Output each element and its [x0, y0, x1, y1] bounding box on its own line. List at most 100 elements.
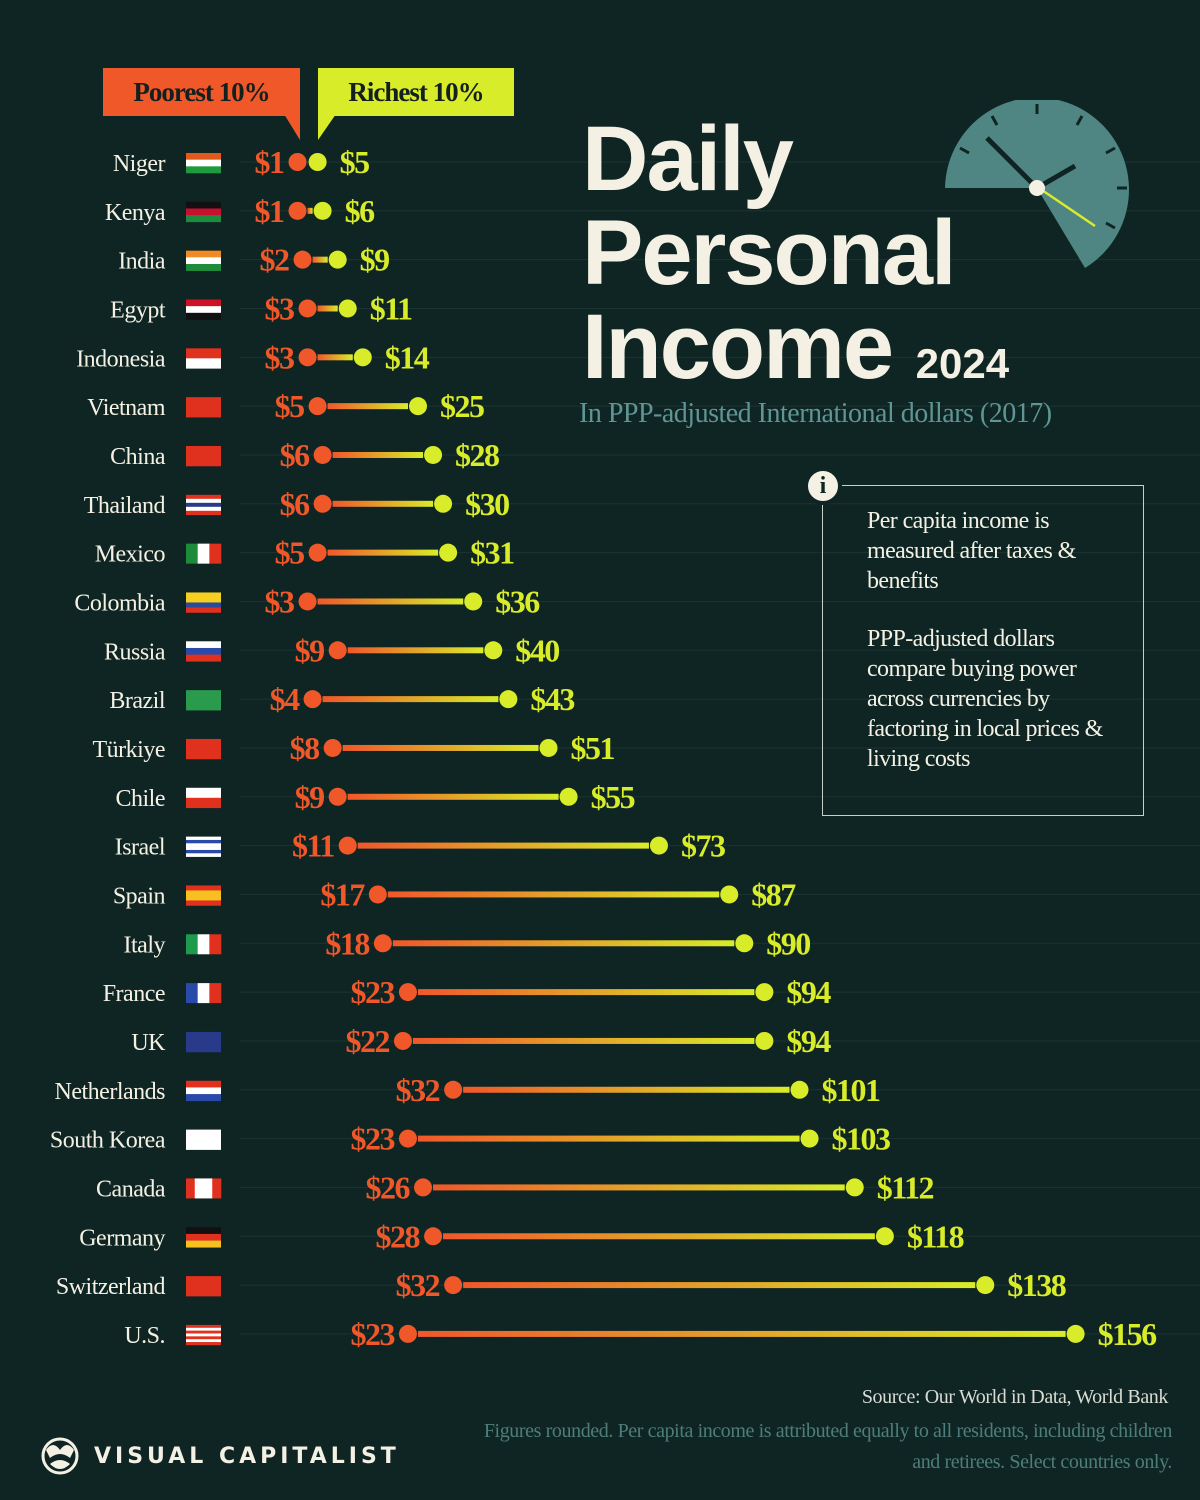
range-bar [317, 354, 353, 361]
chart-row-netherlands: Netherlands $32 $101 [55, 1072, 1200, 1108]
flag-stripe [186, 1327, 221, 1331]
flag-stripe [186, 1333, 221, 1337]
flag-icon [186, 445, 221, 467]
flag-stripe [186, 900, 221, 906]
chart-row-thailand: Thailand $6 $30 [84, 486, 1200, 522]
poorest-dot [398, 1129, 417, 1148]
country-label: Italy [124, 932, 166, 958]
subtitle: In PPP-adjusted International dollars (2… [579, 398, 1052, 429]
poorest-dot [393, 1031, 412, 1050]
range-bar [392, 940, 735, 947]
flag-stripe [186, 358, 221, 369]
richest-dot [409, 397, 427, 416]
poorest-value-label: $3 [265, 583, 295, 619]
flag-stripe [186, 506, 221, 512]
flag-icon [186, 494, 221, 516]
flag-icon [186, 690, 221, 711]
chart-row-u-s-: U.S. $23 $156 [124, 1316, 1200, 1352]
poorest-value-label: $23 [350, 974, 394, 1010]
poorest-value-label: $5 [275, 535, 305, 571]
visual-capitalist-logo: VISUAL CAPITALIST [40, 1436, 400, 1476]
country-label: Netherlands [55, 1079, 166, 1105]
chart-row-germany: Germany $28 $118 [79, 1218, 1200, 1254]
poorest-value-label: $6 [280, 486, 311, 522]
flag-stripe [197, 934, 210, 955]
title-line-2: Personal [582, 202, 957, 304]
chart-row-canada: Canada $26 $112 [96, 1169, 1200, 1205]
poorest-value-label: $3 [265, 339, 295, 375]
poorest-value-label: $1 [255, 144, 285, 180]
country-label: Chile [116, 786, 166, 812]
flag-stripe [186, 263, 221, 271]
richest-value-label: $156 [1098, 1316, 1158, 1352]
legend-richest: Richest 10% [318, 68, 514, 116]
richest-value-label: $90 [766, 925, 810, 961]
flag-stripe [212, 1178, 222, 1199]
richest-value-label: $5 [340, 144, 370, 180]
poorest-value-label: $5 [275, 388, 305, 424]
flag-icon [186, 201, 221, 223]
country-label: Kenya [105, 200, 166, 226]
flag-stripe [186, 592, 221, 598]
flag-icon [186, 885, 221, 906]
richest-dot [875, 1227, 894, 1246]
flag-stripe [186, 641, 221, 649]
poorest-dot [293, 250, 312, 269]
flag-icon [186, 1129, 221, 1150]
poorest-dot [288, 201, 307, 220]
poorest-dot [313, 445, 332, 464]
richest-dot [464, 592, 483, 611]
flag-stripe [186, 1178, 196, 1199]
poorest-dot [308, 397, 327, 416]
poorest-value-label: $18 [325, 925, 369, 961]
flag-stripe [186, 1080, 221, 1088]
richest-dot [499, 690, 518, 709]
info-text-ppp: PPP-adjusted dollars compare buying powe… [867, 626, 1103, 772]
flag-stripe [186, 647, 221, 655]
flag-stripe [186, 502, 221, 508]
title-line-1: Daily [582, 108, 794, 210]
flag-stripe [186, 787, 221, 799]
poorest-value-label: $26 [366, 1169, 411, 1205]
flag-stripe [186, 839, 221, 844]
range-bar [332, 500, 434, 507]
poorest-value-label: $28 [376, 1218, 420, 1254]
source-text: Source: Our World in Data, World Bank [861, 1386, 1169, 1408]
poorest-dot [338, 836, 357, 855]
richest-dot [845, 1178, 864, 1197]
flag-stripe [203, 1178, 213, 1199]
chart-row-kenya: Kenya $1 $6 [105, 193, 1200, 229]
poorest-value-label: $4 [270, 681, 301, 717]
poorest-value-label: $32 [396, 1267, 440, 1303]
country-label: Germany [79, 1225, 165, 1251]
poorest-value-label: $2 [260, 242, 290, 278]
range-bar [342, 744, 539, 751]
flag-stripe [186, 299, 221, 307]
flag-stripe [186, 885, 221, 891]
country-label: Indonesia [76, 346, 166, 372]
country-label: Niger [113, 151, 166, 177]
richest-dot [434, 494, 453, 513]
poorest-dot [298, 348, 317, 367]
chart-row-t-rkiye: Türkiye $8 $51 [93, 730, 1200, 766]
range-bar [347, 793, 559, 800]
country-label: Thailand [84, 493, 166, 519]
richest-value-label: $28 [455, 437, 499, 473]
flag-stripe [209, 934, 222, 955]
poorest-value-label: $11 [292, 828, 334, 864]
poorest-dot [424, 1227, 443, 1246]
poorest-dot [414, 1178, 433, 1197]
clock-icon [945, 100, 1129, 268]
flag-stripe [186, 306, 221, 314]
range-bar [417, 1135, 800, 1142]
poorest-dot [328, 787, 347, 806]
chart-row-india: India $2 $9 [118, 242, 1200, 278]
range-bar [312, 256, 328, 263]
flag-stripe [186, 1094, 221, 1102]
flag-stripe [186, 853, 221, 857]
range-bar [327, 403, 408, 410]
legend-pointers [284, 114, 336, 140]
range-bar [412, 1037, 755, 1044]
flag-stripe [186, 153, 221, 160]
flag-stripe [186, 348, 221, 359]
